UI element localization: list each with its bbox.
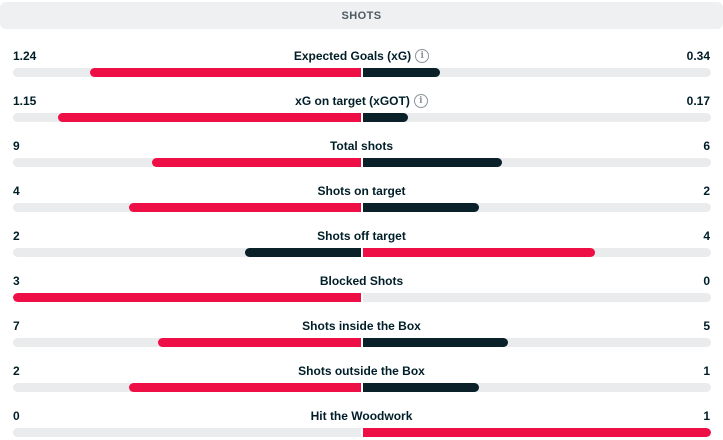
away-bar-fill (363, 248, 595, 257)
away-value: 0.34 (686, 49, 710, 63)
away-bar-fill (363, 113, 408, 122)
away-value: 1 (703, 364, 710, 378)
away-value: 6 (703, 139, 710, 153)
away-value: 0 (703, 274, 710, 288)
away-bar-track (363, 428, 711, 437)
home-bar-fill (129, 383, 361, 392)
stat-row: 1.24 Expected Goals (xG) i 0.34 (0, 48, 723, 80)
away-value: 2 (703, 184, 710, 198)
stat-name-container: Shots inside the Box (0, 318, 723, 334)
stat-name-container: Shots on target (0, 183, 723, 199)
home-value: 2 (13, 229, 20, 243)
home-bar-fill (90, 68, 361, 77)
stat-row: 7 Shots inside the Box 5 (0, 318, 723, 350)
away-bar-track (363, 383, 711, 392)
stat-name-container: Shots outside the Box (0, 363, 723, 379)
stat-row: 2 Shots outside the Box 1 (0, 363, 723, 395)
stat-name-container: xG on target (xGOT) i (0, 93, 723, 109)
home-bar-fill (245, 248, 361, 257)
home-bar-track (13, 113, 361, 122)
away-bar-fill (363, 68, 440, 77)
away-bar-track (363, 203, 711, 212)
home-bar-track (13, 293, 361, 302)
away-value: 0.17 (686, 94, 710, 108)
home-value: 4 (13, 184, 20, 198)
away-value: 5 (703, 319, 710, 333)
stat-name: Blocked Shots (319, 274, 404, 288)
info-icon[interactable]: i (413, 94, 428, 108)
stat-name-container: Hit the Woodwork (0, 408, 723, 424)
away-bar-track (363, 338, 711, 347)
section-header: SHOTS (0, 2, 723, 29)
stat-name: Shots outside the Box (298, 364, 425, 378)
away-bar-track (363, 248, 711, 257)
stat-row: 2 Shots off target 4 (0, 228, 723, 260)
away-bar-track (363, 68, 711, 77)
stat-row: 0 Hit the Woodwork 1 (0, 408, 723, 440)
away-bar-fill (363, 203, 479, 212)
away-value: 4 (703, 229, 710, 243)
stat-name-container: Blocked Shots (0, 273, 723, 289)
stat-name: Hit the Woodwork (310, 409, 413, 423)
stat-row: 3 Blocked Shots 0 (0, 273, 723, 305)
away-bar-track (363, 158, 711, 167)
home-bar-track (13, 203, 361, 212)
home-bar-track (13, 338, 361, 347)
stat-row: 4 Shots on target 2 (0, 183, 723, 215)
stat-name-container: Shots off target (0, 228, 723, 244)
home-value: 1.15 (13, 94, 37, 108)
home-bar-track (13, 383, 361, 392)
stat-name: Expected Goals (xG) (293, 49, 412, 63)
stat-row: 1.15 xG on target (xGOT) i 0.17 (0, 93, 723, 125)
away-bar-fill (363, 428, 711, 437)
stat-name: Total shots (329, 139, 394, 153)
home-bar-fill (13, 293, 361, 302)
home-value: 9 (13, 139, 20, 153)
home-value: 0 (13, 409, 20, 423)
home-bar-fill (152, 158, 361, 167)
home-bar-track (13, 158, 361, 167)
home-value: 2 (13, 364, 20, 378)
stat-name-container: Expected Goals (xG) i (0, 48, 723, 64)
stat-name: xG on target (xGOT) (295, 94, 410, 108)
section-title: SHOTS (341, 9, 382, 22)
home-value: 3 (13, 274, 20, 288)
away-bar-fill (363, 338, 508, 347)
home-bar-fill (158, 338, 361, 347)
home-value: 1.24 (13, 49, 37, 63)
stat-name: Shots off target (317, 229, 406, 243)
away-bar-fill (363, 158, 502, 167)
away-bar-track (363, 293, 711, 302)
home-value: 7 (13, 319, 20, 333)
home-bar-track (13, 248, 361, 257)
stat-name: Shots inside the Box (302, 319, 421, 333)
home-bar-fill (129, 203, 361, 212)
stat-name-container: Total shots (0, 138, 723, 154)
away-bar-track (363, 113, 711, 122)
info-icon[interactable]: i (415, 49, 430, 63)
stat-name: Shots on target (317, 184, 406, 198)
home-bar-fill (58, 113, 361, 122)
stat-row: 9 Total shots 6 (0, 138, 723, 170)
away-value: 1 (703, 409, 710, 423)
home-bar-track (13, 68, 361, 77)
away-bar-fill (363, 383, 479, 392)
home-bar-track (13, 428, 361, 437)
